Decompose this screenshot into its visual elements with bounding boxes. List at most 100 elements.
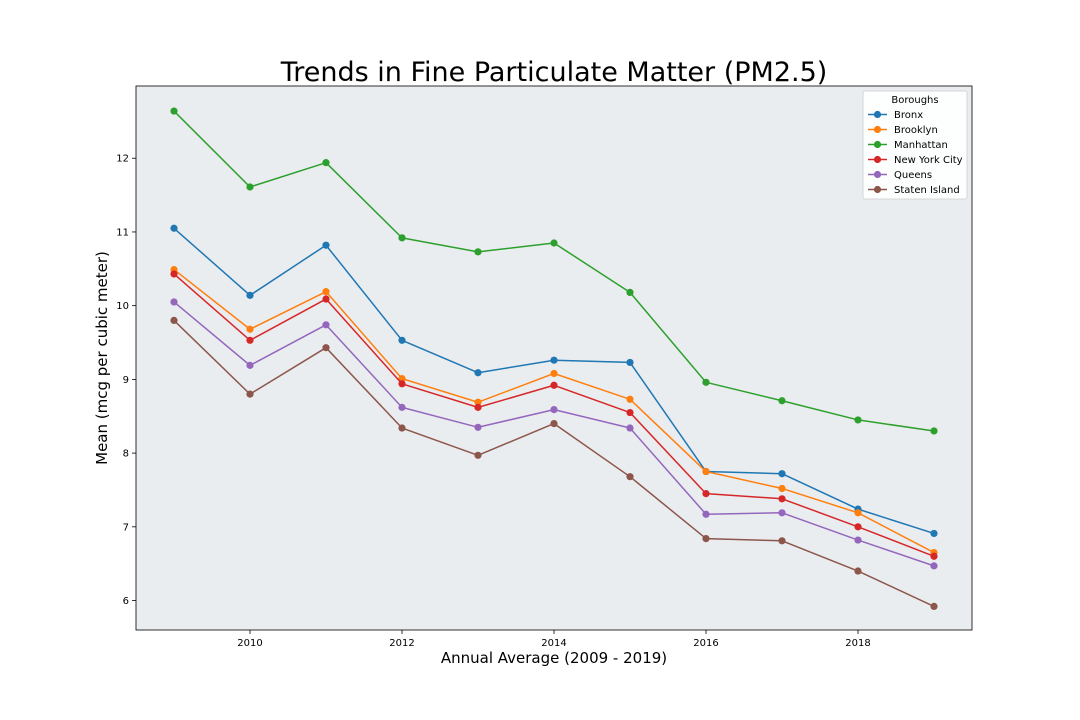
data-point-staten-island — [246, 390, 254, 398]
data-point-queens — [930, 562, 938, 570]
data-point-new-york-city — [550, 381, 558, 389]
y-tick-label: 12 — [116, 154, 129, 165]
data-point-new-york-city — [474, 403, 482, 411]
x-tick-label: 2012 — [389, 638, 414, 649]
legend-marker-manhattan — [873, 140, 882, 149]
data-point-brooklyn — [626, 395, 634, 403]
data-point-bronx — [322, 241, 330, 249]
data-point-staten-island — [854, 567, 862, 575]
data-point-bronx — [550, 356, 558, 364]
data-point-staten-island — [930, 602, 938, 611]
legend-item-brooklyn: Brooklyn — [868, 125, 938, 136]
data-point-manhattan — [702, 378, 710, 386]
legend-marker-bronx — [873, 110, 882, 119]
data-point-staten-island — [322, 344, 330, 352]
x-tick-label: 2014 — [541, 638, 566, 649]
data-point-new-york-city — [854, 523, 862, 531]
data-point-brooklyn — [550, 369, 558, 378]
data-point-bronx — [930, 529, 938, 538]
data-point-manhattan — [170, 107, 178, 115]
data-point-new-york-city — [398, 380, 406, 388]
data-point-brooklyn — [702, 467, 710, 476]
y-tick-label: 10 — [116, 301, 129, 312]
legend-item-bronx: Bronx — [868, 110, 923, 121]
legend-items: Bronx Brooklyn Manhattan New York City Queen… — [868, 110, 963, 196]
data-point-manhattan — [854, 416, 862, 424]
legend-item-new-york-city: New York City — [868, 155, 963, 166]
data-point-manhattan — [246, 183, 254, 191]
legend-box — [862, 90, 968, 200]
legend-marker-new-york-city — [873, 155, 882, 164]
data-point-manhattan — [930, 427, 938, 435]
data-point-brooklyn — [778, 484, 786, 493]
data-point-bronx — [398, 336, 406, 344]
data-point-new-york-city — [170, 270, 178, 278]
data-point-bronx — [626, 358, 634, 367]
y-tick-label: 6 — [123, 596, 129, 607]
data-point-manhattan — [398, 234, 406, 242]
data-point-brooklyn — [474, 398, 482, 406]
data-point-staten-island — [398, 424, 406, 432]
legend-title: Boroughs — [891, 95, 938, 106]
data-point-queens — [322, 321, 330, 329]
axis-ticks: 2010 2012 2014 2016 2018 6 7 8 9 10 11 12 — [116, 154, 870, 649]
data-point-queens — [170, 298, 178, 306]
legend-marker-staten-island — [873, 185, 882, 194]
data-point-brooklyn — [246, 325, 254, 333]
x-tick-label: 2010 — [237, 638, 262, 649]
legend-item-manhattan: Manhattan — [868, 140, 948, 151]
series-new-york-city — [170, 270, 938, 560]
data-point-brooklyn — [398, 375, 406, 383]
data-point-bronx — [170, 224, 178, 232]
data-point-staten-island — [778, 537, 786, 545]
data-point-brooklyn — [322, 288, 330, 296]
series-queens — [170, 298, 938, 570]
legend-item-staten-island: Staten Island — [868, 185, 960, 196]
data-point-new-york-city — [778, 495, 786, 503]
x-axis-label: Annual Average (2009 - 2019) — [441, 649, 667, 667]
data-point-queens — [626, 424, 634, 432]
legend: Boroughs Bronx Brooklyn Manhattan New York … — [862, 90, 968, 200]
series-staten-island — [170, 316, 938, 611]
y-tick-label: 7 — [123, 522, 129, 533]
data-point-staten-island — [550, 420, 558, 428]
data-point-new-york-city — [246, 336, 254, 344]
data-point-bronx — [474, 369, 482, 377]
plot-frame — [135, 85, 973, 631]
legend-label-staten-island: Staten Island — [894, 185, 960, 196]
data-point-bronx — [246, 291, 254, 299]
data-point-staten-island — [474, 451, 482, 459]
data-point-manhattan — [778, 397, 786, 405]
data-point-queens — [550, 405, 558, 414]
data-point-bronx — [778, 470, 786, 478]
data-point-manhattan — [322, 159, 330, 167]
y-tick-label: 8 — [123, 449, 129, 460]
legend-label-brooklyn: Brooklyn — [894, 125, 938, 136]
series-bronx — [170, 224, 938, 538]
data-point-brooklyn — [854, 509, 862, 517]
legend-label-manhattan: Manhattan — [894, 140, 948, 151]
data-point-staten-island — [170, 316, 178, 325]
data-point-manhattan — [550, 239, 558, 247]
legend-item-queens: Queens — [868, 170, 932, 181]
data-point-new-york-city — [626, 408, 634, 417]
x-tick-label: 2018 — [845, 638, 870, 649]
legend-label-new-york-city: New York City — [894, 155, 963, 166]
legend-marker-brooklyn — [873, 125, 882, 134]
data-point-queens — [246, 361, 254, 369]
data-point-staten-island — [702, 534, 710, 543]
y-tick-label: 9 — [123, 375, 129, 386]
data-point-queens — [854, 536, 862, 544]
chart-title: Trends in Fine Particulate Matter (PM2.5… — [280, 57, 828, 88]
data-point-staten-island — [626, 473, 634, 481]
data-point-queens — [474, 423, 482, 431]
series-layer — [170, 107, 938, 611]
data-point-queens — [398, 403, 406, 411]
y-axis-label: Mean (mcg per cubic meter) — [93, 251, 111, 465]
data-point-new-york-city — [322, 295, 330, 303]
data-point-queens — [702, 510, 710, 518]
series-manhattan — [170, 107, 938, 435]
legend-label-queens: Queens — [894, 170, 932, 181]
data-point-queens — [778, 509, 786, 517]
